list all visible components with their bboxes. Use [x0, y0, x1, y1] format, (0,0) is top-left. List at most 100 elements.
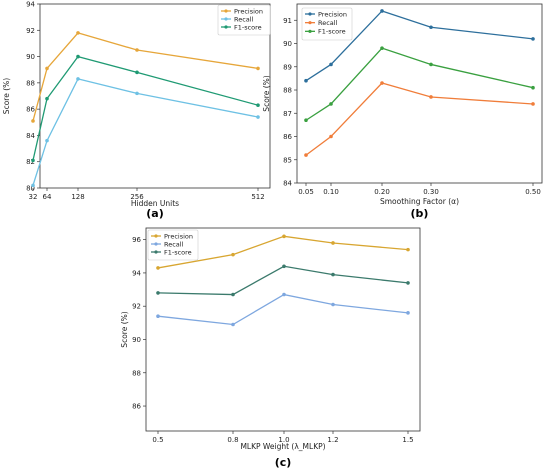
y-tick-label: 92	[26, 27, 35, 35]
legend-label: F1-score	[234, 23, 262, 31]
x-tick-label: 0.5	[152, 436, 163, 444]
y-axis-label: Score (%)	[262, 75, 271, 111]
data-point	[31, 183, 35, 188]
series-line	[157, 265, 409, 296]
x-tick-label: 128	[71, 193, 84, 201]
plot-frame	[145, 227, 421, 432]
data-point	[156, 314, 160, 318]
y-axis-label: Score (%)	[120, 311, 129, 347]
series-line	[305, 47, 534, 121]
x-tick-label: 1.2	[327, 436, 338, 444]
series-f1-score	[31, 54, 260, 163]
series-precision	[304, 9, 535, 83]
data-point	[429, 25, 433, 30]
y-tick-label: 92	[132, 303, 141, 311]
y-tick-label: 94	[26, 1, 35, 9]
x-tick-label: 0.10	[323, 188, 339, 196]
legend-marker	[224, 25, 228, 29]
y-tick-label: 85	[283, 156, 292, 164]
x-tick-label: 0.50	[525, 188, 541, 196]
series-line	[157, 293, 409, 326]
y-tick-label: 91	[283, 17, 292, 25]
data-point	[256, 66, 260, 71]
x-tick-label: 1.5	[402, 436, 413, 444]
series-line	[32, 55, 259, 161]
series-recall	[31, 77, 260, 188]
data-point	[76, 31, 80, 35]
data-point	[429, 62, 433, 67]
data-point	[231, 292, 235, 297]
legend-label: Precision	[164, 232, 193, 240]
data-point	[45, 138, 49, 143]
data-point	[156, 291, 160, 295]
y-tick-label: 86	[132, 403, 141, 411]
series-line	[32, 32, 259, 122]
data-point	[45, 96, 49, 101]
data-point	[231, 322, 235, 327]
y-tick-label: 82	[26, 158, 35, 166]
data-point	[531, 37, 535, 41]
y-tick-label: 90	[26, 53, 35, 61]
data-point	[304, 118, 308, 123]
y-tick-label: 80	[26, 185, 35, 193]
legend-marker	[154, 234, 158, 238]
data-point	[331, 272, 335, 277]
legend-marker	[308, 29, 312, 33]
x-tick-label: 512	[251, 193, 264, 201]
data-point	[406, 311, 410, 315]
legend-marker	[308, 21, 312, 25]
data-point	[256, 103, 260, 107]
data-point	[45, 66, 49, 71]
data-point	[282, 234, 286, 239]
x-tick-label: 64	[43, 193, 52, 201]
chart-b: 84 85 86 87 88 89 90 91 0.05 0.10 0.20 0.30 0.50 Smoo…	[262, 3, 543, 220]
y-tick-label: 86	[283, 133, 292, 141]
legend-marker	[154, 250, 158, 254]
x-axis-label: Hidden Units	[131, 199, 179, 208]
series-recall	[304, 81, 535, 157]
legend-label: Precision	[318, 10, 347, 18]
chart-c: 86 88 90 92 94 96 0.5 0.8 1.0 1.2 1.5 MLKP Weight (…	[120, 227, 421, 469]
chart-caption: (b)	[411, 207, 429, 220]
data-point	[531, 102, 535, 106]
data-point	[282, 292, 286, 297]
series-f1-score	[156, 264, 410, 297]
y-tick-label: 96	[132, 236, 141, 244]
legend-label: Recall	[164, 240, 184, 248]
x-tick-label: 0.20	[374, 188, 390, 196]
y-tick-label: 94	[132, 269, 141, 277]
data-point	[380, 9, 384, 13]
data-point	[406, 281, 410, 285]
data-point	[282, 264, 286, 269]
y-tick-label: 88	[26, 79, 35, 87]
y-tick-label: 90	[283, 40, 292, 48]
data-point	[329, 134, 333, 139]
data-point	[304, 78, 308, 83]
data-point	[380, 81, 384, 85]
y-axis-label: Score (%)	[2, 78, 11, 114]
series-precision	[156, 234, 410, 270]
data-point	[76, 77, 80, 81]
y-tick-label: 86	[26, 106, 35, 114]
legend-marker	[154, 242, 158, 246]
y-tick-label: 90	[132, 336, 141, 344]
legend-label: Precision	[234, 7, 263, 15]
data-point	[76, 54, 80, 59]
series-f1-score	[304, 46, 535, 123]
x-tick-label: 0.30	[423, 188, 439, 196]
legend-label: Recall	[234, 15, 254, 23]
data-point	[329, 62, 333, 67]
y-tick-label: 88	[283, 87, 292, 95]
x-axis-label: MLKP Weight (λ_MLKP)	[240, 442, 325, 451]
data-point	[380, 46, 384, 50]
data-point	[406, 247, 410, 252]
y-tick-label: 87	[283, 110, 292, 118]
legend-label: Recall	[318, 19, 338, 27]
series-precision	[31, 31, 260, 123]
data-point	[331, 302, 335, 307]
series-recall	[156, 292, 410, 327]
plot-frame	[296, 3, 543, 184]
